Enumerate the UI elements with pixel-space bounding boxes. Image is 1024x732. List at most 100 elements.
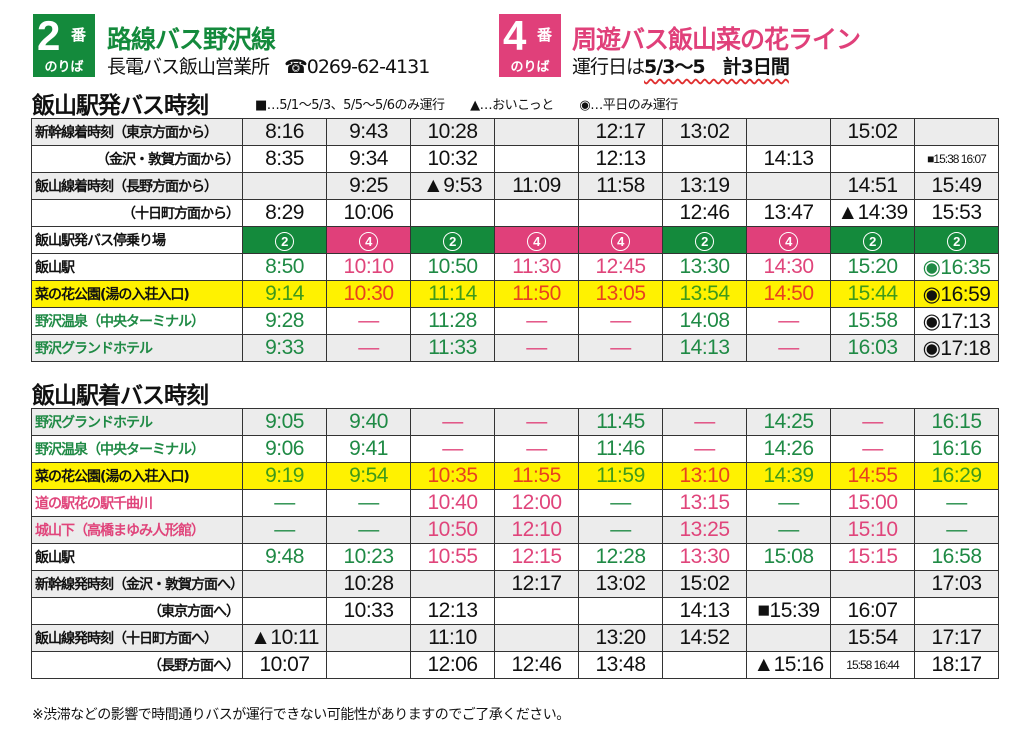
legend-square: ■…5/1～5/3、5/5～5/6のみ運行 (255, 98, 445, 113)
time-cell: 13:47 (746, 199, 831, 227)
time-cell (494, 118, 579, 146)
time-cell: 15:00 (830, 489, 915, 517)
time-cell (746, 624, 831, 652)
time-cell: 14:13 (662, 597, 747, 625)
time-cell: 8:29 (242, 199, 327, 227)
time-cell (242, 172, 327, 200)
time-cell: ▲9:53 (410, 172, 495, 200)
table-row: 野沢グランドホテル 9:05 9:40— —11:45—14:25—16:15 (31, 408, 999, 436)
time-cell: 13:25 (662, 516, 747, 544)
platform-cell: 4 (494, 226, 579, 254)
time-cell: 10:50 (410, 253, 495, 281)
time-cell: — (326, 489, 411, 517)
legend-circle: ◉…平日のみ運行 (579, 98, 678, 113)
time-cell: 16:29 (914, 462, 999, 490)
time-cell: 15:10 (830, 516, 915, 544)
time-cell (326, 624, 411, 652)
time-cell: 9:05 (242, 408, 327, 436)
row-label: 新幹線着時刻（東京方面から） (31, 118, 243, 146)
table-row: 野沢温泉（中央ターミナル） 9:06 9:41— —11:46—14:26—16:16 (31, 435, 999, 463)
platform-4-badge: 4 番 のりば (499, 12, 561, 77)
row-label: 飯山駅発バス停乗り場 (31, 226, 243, 254)
time-cell: — (830, 435, 915, 463)
time-cell: 9:33 (242, 334, 327, 362)
row-label: 飯山駅 (31, 253, 243, 281)
time-cell (242, 570, 327, 598)
row-label: （東京方面へ） (31, 597, 243, 625)
time-cell: 11:33 (410, 334, 495, 362)
time-cell: 13:02 (662, 118, 747, 146)
time-cell (410, 570, 495, 598)
platform-cell: 2 (242, 226, 327, 254)
time-cell: 17:03 (914, 570, 999, 598)
time-cell: 15:58 16:44 (830, 651, 915, 679)
table-row: 道の駅花の駅千曲川 — —10:40 12:00—13:15—15:00— (31, 489, 999, 517)
platform-cell: 2 (830, 226, 915, 254)
time-cell: 13:15 (662, 489, 747, 517)
time-cell: 11:55 (494, 462, 579, 490)
time-cell: 9:48 (242, 543, 327, 571)
time-cell: 14:08 (662, 307, 747, 335)
time-cell (494, 145, 579, 173)
row-label: 城山下（高橋まゆみ人形館） (31, 516, 243, 544)
time-cell: 13:48 (578, 651, 663, 679)
time-cell: — (746, 307, 831, 335)
time-cell: 13:20 (578, 624, 663, 652)
time-cell: 11:10 (410, 624, 495, 652)
row-label: 野沢グランドホテル (31, 408, 243, 436)
time-cell: — (578, 307, 663, 335)
time-cell: 15:54 (830, 624, 915, 652)
platform-cell: 4 (578, 226, 663, 254)
time-cell: 10:55 (410, 543, 495, 571)
time-cell: 11:30 (494, 253, 579, 281)
time-cell (578, 199, 663, 227)
time-cell: 16:03 (830, 334, 915, 362)
time-cell: — (746, 489, 831, 517)
platform-cell: 2 (662, 226, 747, 254)
table-row: （十日町方面から） 8:29 10:06 12:46 13:47 ▲14:39 15:53 (31, 199, 999, 227)
time-cell: — (494, 334, 579, 362)
platform-number-icon: 4 (527, 232, 546, 251)
phone-number: ☎0269-62-4131 (284, 56, 430, 78)
time-cell: 11:50 (494, 280, 579, 308)
time-cell: 14:55 (830, 462, 915, 490)
time-cell: ▲14:39 (830, 199, 915, 227)
time-cell: 10:33 (326, 597, 411, 625)
platform-number: 4 (503, 12, 527, 59)
time-cell: 13:10 (662, 462, 747, 490)
footnote: ※渋滞などの影響で時間通りバスが運行できない可能性がありますのでご了承ください。 (32, 707, 570, 723)
time-cell: ▲10:11 (242, 624, 327, 652)
table-row: 新幹線着時刻（東京方面から） 8:16 9:43 10:28 12:17 13:02 15:… (31, 118, 999, 146)
row-label: （長野方面へ） (31, 651, 243, 679)
time-cell (242, 597, 327, 625)
time-cell: 16:58 (914, 543, 999, 571)
time-cell: 12:17 (494, 570, 579, 598)
time-cell: 14:25 (746, 408, 831, 436)
route4-days: 運行日は5/3～5 計3日間 (572, 52, 790, 79)
route4-title: 周遊バス飯山菜の花ライン (572, 25, 861, 54)
time-cell: 9:14 (242, 280, 327, 308)
table-row: 野沢温泉（中央ターミナル） 9:28—11:28— —14:08—15:58 ◉17:… (31, 307, 999, 335)
time-cell (746, 570, 831, 598)
time-cell: 14:26 (746, 435, 831, 463)
time-cell: 9:54 (326, 462, 411, 490)
row-label: 道の駅花の駅千曲川 (31, 489, 243, 517)
platform-2-badge: 2 番 のりば (33, 12, 95, 77)
row-label: 飯山線着時刻（長野方面から） (31, 172, 243, 200)
table-row: 飯山線発時刻（十日町方面へ） ▲10:11 11:10 13:20 14:52 15:54… (31, 624, 999, 652)
time-cell: — (494, 408, 579, 436)
row-label: 野沢温泉（中央ターミナル） (31, 435, 243, 463)
time-cell: 11:09 (494, 172, 579, 200)
time-cell: 15:53 (914, 199, 999, 227)
time-cell: 11:46 (578, 435, 663, 463)
time-cell: ◉16:35 (914, 253, 999, 281)
time-cell: 17:17 (914, 624, 999, 652)
time-cell: 14:50 (746, 280, 831, 308)
time-cell: — (578, 489, 663, 517)
table-row: 菜の花公園(湯の入荘入口) 9:14 10:30 11:14 11:50 13:05 13:… (31, 280, 999, 308)
time-cell: 18:17 (914, 651, 999, 679)
time-cell: 10:32 (410, 145, 495, 173)
time-cell: — (746, 516, 831, 544)
time-cell: 13:30 (662, 253, 747, 281)
time-cell: 9:25 (326, 172, 411, 200)
